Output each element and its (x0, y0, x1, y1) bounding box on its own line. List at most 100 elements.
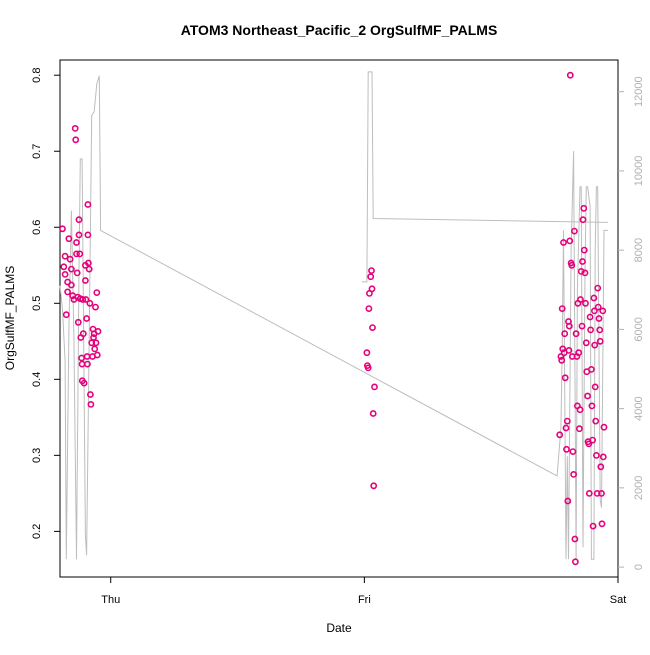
data-point (94, 327, 102, 335)
y2-tick-label: 2000 (633, 476, 645, 500)
data-point (80, 379, 88, 387)
data-point (92, 303, 99, 311)
data-point (592, 417, 600, 425)
data-point (600, 423, 608, 431)
data-point (78, 360, 86, 368)
data-point (591, 341, 599, 349)
y-tick-label: 0.8 (31, 68, 43, 83)
data-point (363, 349, 371, 357)
data-point (84, 201, 92, 208)
data-point (72, 136, 80, 144)
y2-tick-label: 4000 (633, 396, 645, 420)
data-point (591, 307, 598, 315)
x-axis-label: Date (326, 621, 352, 635)
y2-tick-label: 6000 (633, 317, 645, 341)
y-tick-label: 0.6 (31, 220, 43, 235)
data-point (598, 520, 606, 528)
data-point (566, 71, 574, 79)
data-point (558, 305, 566, 312)
y-tick-label: 0.2 (31, 524, 43, 539)
data-point (368, 285, 376, 293)
data-point (79, 330, 87, 338)
data-point (584, 392, 591, 400)
altitude-line (361, 71, 608, 283)
data-point (87, 400, 95, 408)
y2-tick-label: 12000 (633, 76, 645, 107)
data-point (572, 558, 579, 566)
data-point (75, 216, 83, 224)
data-point (566, 237, 574, 245)
data-point (93, 289, 101, 296)
data-point (585, 489, 593, 497)
data-point (594, 303, 602, 311)
y2-axis: 0 2000 4000 6000 8000 10000 12000 (618, 76, 645, 570)
data-point (60, 263, 68, 271)
y-tick-label: 0.4 (31, 372, 43, 387)
data-point (68, 265, 75, 273)
data-point (368, 267, 375, 274)
data-point (90, 334, 97, 341)
data-point (93, 351, 101, 359)
data-point (575, 349, 583, 357)
data-point (564, 497, 572, 505)
data-point (594, 284, 602, 292)
data-point (64, 288, 71, 296)
data-point (576, 406, 584, 414)
data-point (82, 296, 90, 303)
data-point (596, 337, 604, 345)
data-point (590, 294, 598, 302)
altitude-lines (59, 71, 608, 560)
data-point (557, 353, 565, 360)
data-point (561, 374, 569, 382)
data-point (587, 326, 594, 334)
data-point (83, 315, 90, 322)
data-point (364, 364, 372, 372)
data-point (588, 402, 596, 410)
y-tick-label: 0.5 (31, 296, 43, 311)
data-point (78, 354, 85, 362)
data-point (370, 482, 378, 490)
data-point (593, 451, 600, 459)
data-point (563, 417, 571, 425)
data-point (596, 326, 604, 334)
y2-tick-label: 10000 (633, 156, 645, 187)
data-point (71, 124, 79, 132)
data-point (588, 365, 595, 373)
data-point (572, 330, 580, 338)
data-point (59, 225, 66, 233)
data-point (365, 305, 373, 312)
data-point (582, 339, 590, 347)
data-point (84, 231, 92, 239)
data-point (68, 281, 75, 289)
data-point (61, 252, 69, 260)
y-tick-label: 0.7 (31, 144, 43, 159)
data-point (558, 356, 566, 364)
data-point (562, 424, 570, 432)
data-point (586, 313, 594, 321)
y-tick-label: 0.3 (31, 448, 43, 463)
data-point (82, 277, 89, 284)
data-point (561, 330, 569, 338)
data-point (585, 440, 593, 448)
data-point (65, 235, 73, 243)
data-point (367, 273, 375, 281)
data-point (91, 345, 99, 353)
x-tick-label: Thu (101, 594, 120, 606)
data-point (598, 489, 605, 497)
data-point (576, 425, 583, 433)
data-point (593, 489, 601, 497)
chart-title: ATOM3 Northeast_Pacific_2 OrgSulfMF_PALM… (181, 22, 498, 38)
data-point (73, 239, 80, 246)
data-point (565, 322, 573, 330)
data-point (571, 227, 578, 235)
data-point (66, 255, 74, 263)
data-point (79, 296, 87, 303)
data-point (589, 436, 596, 444)
data-point (369, 324, 376, 331)
data-point (570, 470, 577, 478)
data-point (369, 410, 377, 417)
data-point (76, 250, 84, 258)
data-point (579, 258, 586, 265)
y2-tick-label: 0 (633, 564, 645, 570)
